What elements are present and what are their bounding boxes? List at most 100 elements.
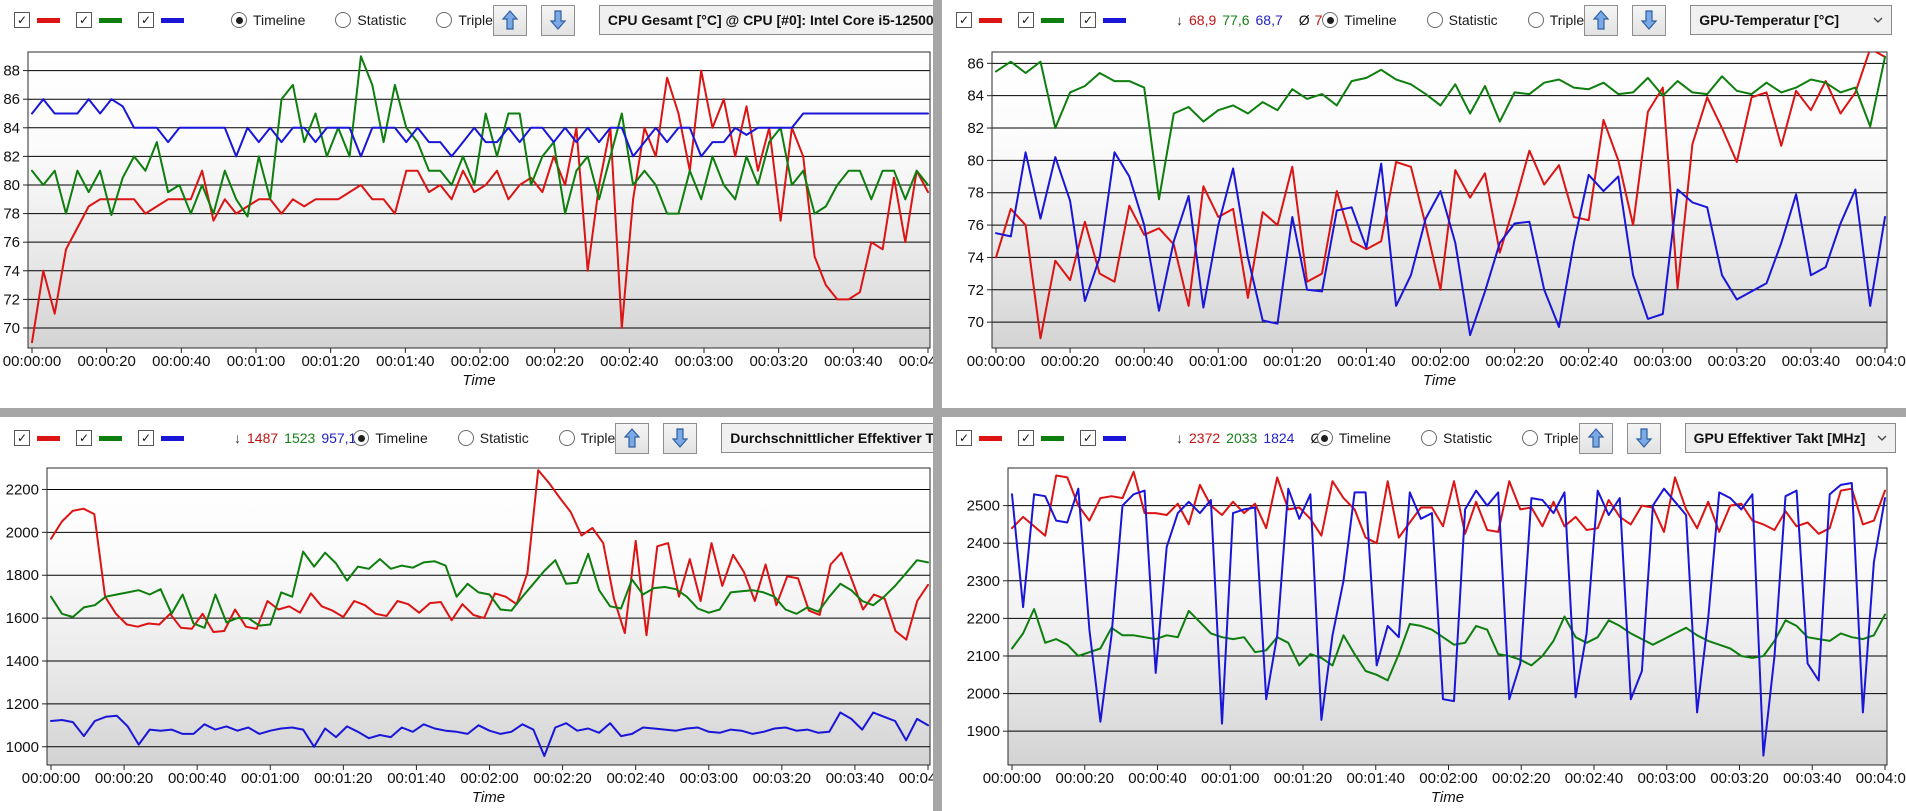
move-up-button[interactable] (1578, 422, 1613, 454)
svg-text:00:03:20: 00:03:20 (1710, 770, 1768, 787)
svg-text:00:00:40: 00:00:40 (1128, 770, 1186, 787)
checkbox-checked-icon[interactable]: ✓ (1018, 430, 1034, 446)
series-green-toggle[interactable]: ✓ (1018, 430, 1064, 446)
triple-radio[interactable]: Triple (1527, 12, 1584, 28)
series-green-swatch (1041, 435, 1064, 441)
series-green-swatch (1041, 17, 1064, 23)
move-up-button[interactable] (615, 422, 650, 454)
svg-text:00:00:40: 00:00:40 (152, 353, 210, 370)
statistic-radio[interactable]: Statistic (457, 430, 529, 446)
series-green-toggle[interactable]: ✓ (76, 12, 122, 28)
radio-selected-icon[interactable] (1316, 430, 1333, 446)
gpu-effective-clock-chart-canvas: 1900 2000 2100 2200 2300 2400 2500 00:00:00 00:0… (967, 467, 1906, 806)
timeline-radio[interactable]: Timeline (1316, 430, 1391, 446)
timeline-radio[interactable]: Timeline (1322, 12, 1397, 28)
radio-icon[interactable] (457, 430, 474, 446)
triple-radio[interactable]: Triple (1522, 430, 1579, 446)
checkbox-checked-icon[interactable]: ✓ (138, 12, 154, 28)
timeline-radio[interactable]: Timeline (231, 12, 305, 28)
svg-text:86: 86 (967, 55, 984, 72)
move-up-button[interactable] (1584, 4, 1619, 36)
svg-text:1200: 1200 (6, 696, 39, 713)
radio-icon[interactable] (1421, 430, 1438, 446)
series-red-toggle[interactable]: ✓ (14, 430, 60, 446)
graph-panel-gpu-effective-clock: ✓ ✓ ✓ ↓ 2372 2033 1824 Ø Timeline Statis… (942, 417, 1906, 811)
sensor-select-dropdown[interactable]: GPU-Temperatur [°C] (1690, 5, 1892, 35)
reorder-buttons (615, 422, 698, 454)
move-down-button[interactable] (540, 4, 575, 36)
svg-text:00:02:40: 00:02:40 (600, 353, 658, 370)
svg-text:00:01:40: 00:01:40 (376, 353, 434, 370)
min-value-red: 1487 (247, 430, 279, 446)
svg-text:00:00:40: 00:00:40 (168, 770, 226, 787)
svg-text:00:01:00: 00:01:00 (241, 770, 299, 787)
series-min-stats: ↓ 68,9 77,6 68,7 (1176, 12, 1283, 28)
svg-text:2100: 2100 (967, 648, 1000, 665)
radio-selected-icon[interactable] (1322, 12, 1339, 28)
series-red-toggle[interactable]: ✓ (956, 430, 1002, 446)
svg-text:00:00:20: 00:00:20 (95, 770, 153, 787)
series-red-swatch (37, 17, 60, 23)
checkbox-checked-icon[interactable]: ✓ (1080, 430, 1096, 446)
checkbox-checked-icon[interactable]: ✓ (138, 430, 154, 446)
series-blue-toggle[interactable]: ✓ (1080, 430, 1126, 446)
checkbox-checked-icon[interactable]: ✓ (1080, 12, 1096, 28)
svg-text:00:02:00: 00:02:00 (451, 353, 509, 370)
series-green-toggle[interactable]: ✓ (1018, 12, 1064, 28)
series-blue-toggle[interactable]: ✓ (138, 12, 184, 28)
series-blue-swatch (1103, 435, 1126, 441)
checkbox-checked-icon[interactable]: ✓ (1018, 12, 1034, 28)
radio-icon[interactable] (1426, 12, 1443, 28)
sensor-select-label: GPU Effektiver Takt [MHz] (1693, 430, 1866, 446)
svg-text:00:01:20: 00:01:20 (314, 770, 372, 787)
move-down-button[interactable] (663, 422, 698, 454)
series-red-swatch (979, 435, 1002, 441)
series-blue-toggle[interactable]: ✓ (138, 430, 184, 446)
svg-text:00:00:20: 00:00:20 (1056, 770, 1114, 787)
statistic-radio[interactable]: Statistic (335, 12, 406, 28)
timeline-radio[interactable]: Timeline (353, 430, 428, 446)
radio-icon[interactable] (558, 430, 575, 446)
svg-text:00:02:00: 00:02:00 (1411, 353, 1469, 370)
svg-text:00:00:20: 00:00:20 (77, 353, 135, 370)
series-red-toggle[interactable]: ✓ (14, 12, 60, 28)
radio-selected-icon[interactable] (353, 430, 370, 446)
svg-text:82: 82 (3, 148, 20, 165)
up-arrow-icon (1592, 10, 1610, 30)
sensor-select-dropdown[interactable]: Durchschnittlicher Effektiver Takt [MHz] (721, 423, 933, 453)
series-blue-toggle[interactable]: ✓ (1080, 12, 1126, 28)
series-green-toggle[interactable]: ✓ (76, 430, 122, 446)
move-down-button[interactable] (1626, 422, 1661, 454)
checkbox-checked-icon[interactable]: ✓ (14, 430, 30, 446)
statistic-radio[interactable]: Statistic (1421, 430, 1492, 446)
svg-text:1400: 1400 (6, 653, 39, 670)
triple-radio[interactable]: Triple (436, 12, 493, 28)
svg-text:00:00:00: 00:00:00 (967, 353, 1025, 370)
checkbox-checked-icon[interactable]: ✓ (76, 430, 92, 446)
radio-icon[interactable] (436, 12, 453, 28)
radio-icon[interactable] (1522, 430, 1539, 446)
move-down-button[interactable] (1632, 4, 1667, 36)
sensor-select-dropdown[interactable]: CPU Gesamt [°C] @ CPU [#0]: Intel Core i… (598, 5, 933, 35)
radio-icon[interactable] (1527, 12, 1544, 28)
radio-selected-icon[interactable] (231, 12, 247, 28)
radio-icon[interactable] (335, 12, 352, 28)
svg-text:2200: 2200 (967, 610, 1000, 627)
checkbox-checked-icon[interactable]: ✓ (956, 12, 972, 28)
series-min-stats: ↓ 1487 1523 957,1 (234, 430, 356, 446)
move-up-button[interactable] (492, 4, 527, 36)
statistic-radio[interactable]: Statistic (1426, 12, 1498, 28)
triple-radio[interactable]: Triple (558, 430, 615, 446)
svg-text:2200: 2200 (6, 481, 39, 498)
min-value-blue: 957,1 (321, 430, 357, 446)
checkbox-checked-icon[interactable]: ✓ (14, 12, 30, 28)
series-red-toggle[interactable]: ✓ (956, 12, 1002, 28)
svg-text:00:00:00: 00:00:00 (3, 353, 61, 370)
svg-text:00:02:00: 00:02:00 (460, 770, 518, 787)
min-value-blue: 1824 (1263, 430, 1295, 446)
statistic-radio-label: Statistic (479, 430, 529, 446)
checkbox-checked-icon[interactable]: ✓ (76, 12, 92, 28)
checkbox-checked-icon[interactable]: ✓ (956, 430, 972, 446)
sensor-select-dropdown[interactable]: GPU Effektiver Takt [MHz] (1684, 423, 1896, 453)
svg-text:00:04:00: 00:04:00 (899, 353, 933, 370)
